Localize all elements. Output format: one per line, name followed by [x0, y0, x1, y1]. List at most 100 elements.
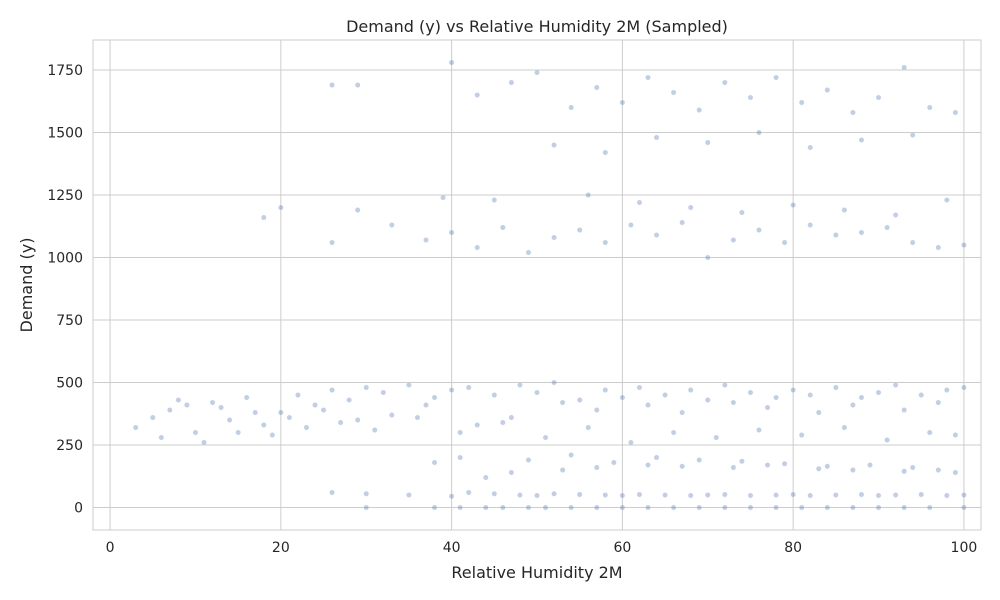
- y-tick-label: 1750: [47, 63, 83, 79]
- data-point: [534, 492, 540, 499]
- data-point: [679, 463, 685, 470]
- data-point: [542, 434, 549, 441]
- data-point: [704, 139, 711, 146]
- data-point: [312, 402, 318, 408]
- data-point: [132, 424, 139, 431]
- data-point: [559, 467, 566, 473]
- data-point: [440, 194, 446, 201]
- data-point: [892, 212, 899, 218]
- data-point: [781, 460, 788, 467]
- data-point: [807, 392, 814, 398]
- data-point: [841, 424, 848, 431]
- data-point: [278, 409, 284, 416]
- data-point: [961, 492, 967, 498]
- data-point: [235, 429, 241, 436]
- data-point: [798, 432, 805, 438]
- data-point: [568, 504, 574, 511]
- chart-title: Demand (y) vs Relative Humidity 2M (Samp…: [346, 17, 728, 36]
- data-point: [457, 504, 463, 511]
- data-point: [508, 469, 515, 476]
- data-point: [892, 492, 899, 498]
- data-point: [696, 504, 703, 511]
- data-point: [747, 504, 754, 511]
- data-point: [602, 492, 609, 498]
- data-point: [730, 464, 737, 471]
- data-point: [858, 394, 865, 401]
- data-point: [329, 239, 335, 246]
- data-point: [935, 399, 942, 406]
- data-point: [371, 427, 378, 433]
- data-points: [132, 59, 967, 511]
- data-point: [773, 492, 779, 498]
- data-point: [243, 394, 250, 401]
- data-point: [551, 379, 557, 386]
- data-point: [602, 387, 609, 393]
- data-point: [167, 407, 173, 413]
- data-point: [491, 197, 498, 203]
- y-tick-label: 500: [56, 376, 83, 392]
- data-point: [756, 427, 762, 433]
- data-point: [722, 504, 728, 511]
- data-point: [517, 492, 523, 498]
- data-point: [619, 99, 626, 106]
- data-point: [713, 434, 720, 441]
- data-point: [944, 492, 950, 499]
- data-point: [320, 407, 327, 413]
- data-point: [670, 89, 677, 96]
- data-point: [850, 504, 856, 511]
- data-point: [867, 462, 873, 468]
- data-point: [303, 424, 310, 431]
- y-tick-label: 0: [74, 501, 83, 517]
- data-point: [875, 389, 882, 396]
- data-point: [158, 434, 165, 441]
- data-point: [431, 459, 438, 466]
- data-point: [389, 222, 395, 228]
- data-point: [952, 109, 959, 116]
- data-point: [354, 82, 361, 88]
- plot-frame: [92, 39, 982, 531]
- data-point: [602, 239, 609, 246]
- data-point: [406, 492, 412, 498]
- data-point: [653, 232, 660, 238]
- data-point: [329, 82, 335, 88]
- data-point: [260, 422, 267, 428]
- y-tick-label: 1250: [47, 188, 83, 204]
- data-point: [517, 382, 523, 388]
- data-point: [901, 504, 907, 511]
- data-point: [491, 490, 498, 497]
- data-point: [909, 464, 916, 471]
- data-point: [628, 222, 634, 228]
- data-point: [747, 492, 754, 499]
- data-point: [551, 490, 557, 497]
- data-point: [593, 84, 600, 91]
- data-point: [389, 412, 395, 418]
- data-point: [833, 384, 839, 391]
- data-point: [568, 104, 574, 111]
- data-point: [209, 399, 216, 406]
- data-point: [363, 384, 370, 391]
- data-point: [875, 94, 882, 101]
- data-point: [525, 457, 532, 463]
- data-point: [926, 504, 933, 511]
- data-point: [696, 457, 703, 463]
- data-point: [534, 389, 540, 396]
- data-point: [611, 459, 617, 466]
- data-point: [593, 407, 600, 413]
- data-point: [901, 64, 907, 71]
- data-point: [465, 489, 472, 496]
- data-point: [619, 492, 626, 499]
- data-point: [722, 382, 728, 388]
- data-point: [329, 387, 335, 393]
- data-point: [354, 417, 361, 423]
- data-point: [815, 409, 822, 416]
- data-point: [192, 429, 199, 436]
- data-point: [286, 414, 293, 421]
- data-point: [508, 414, 515, 421]
- data-point: [790, 491, 796, 498]
- data-point: [500, 419, 506, 426]
- data-point: [380, 389, 387, 396]
- x-axis-label: Relative Humidity 2M: [451, 563, 622, 582]
- data-point: [798, 99, 805, 106]
- data-point: [585, 192, 592, 198]
